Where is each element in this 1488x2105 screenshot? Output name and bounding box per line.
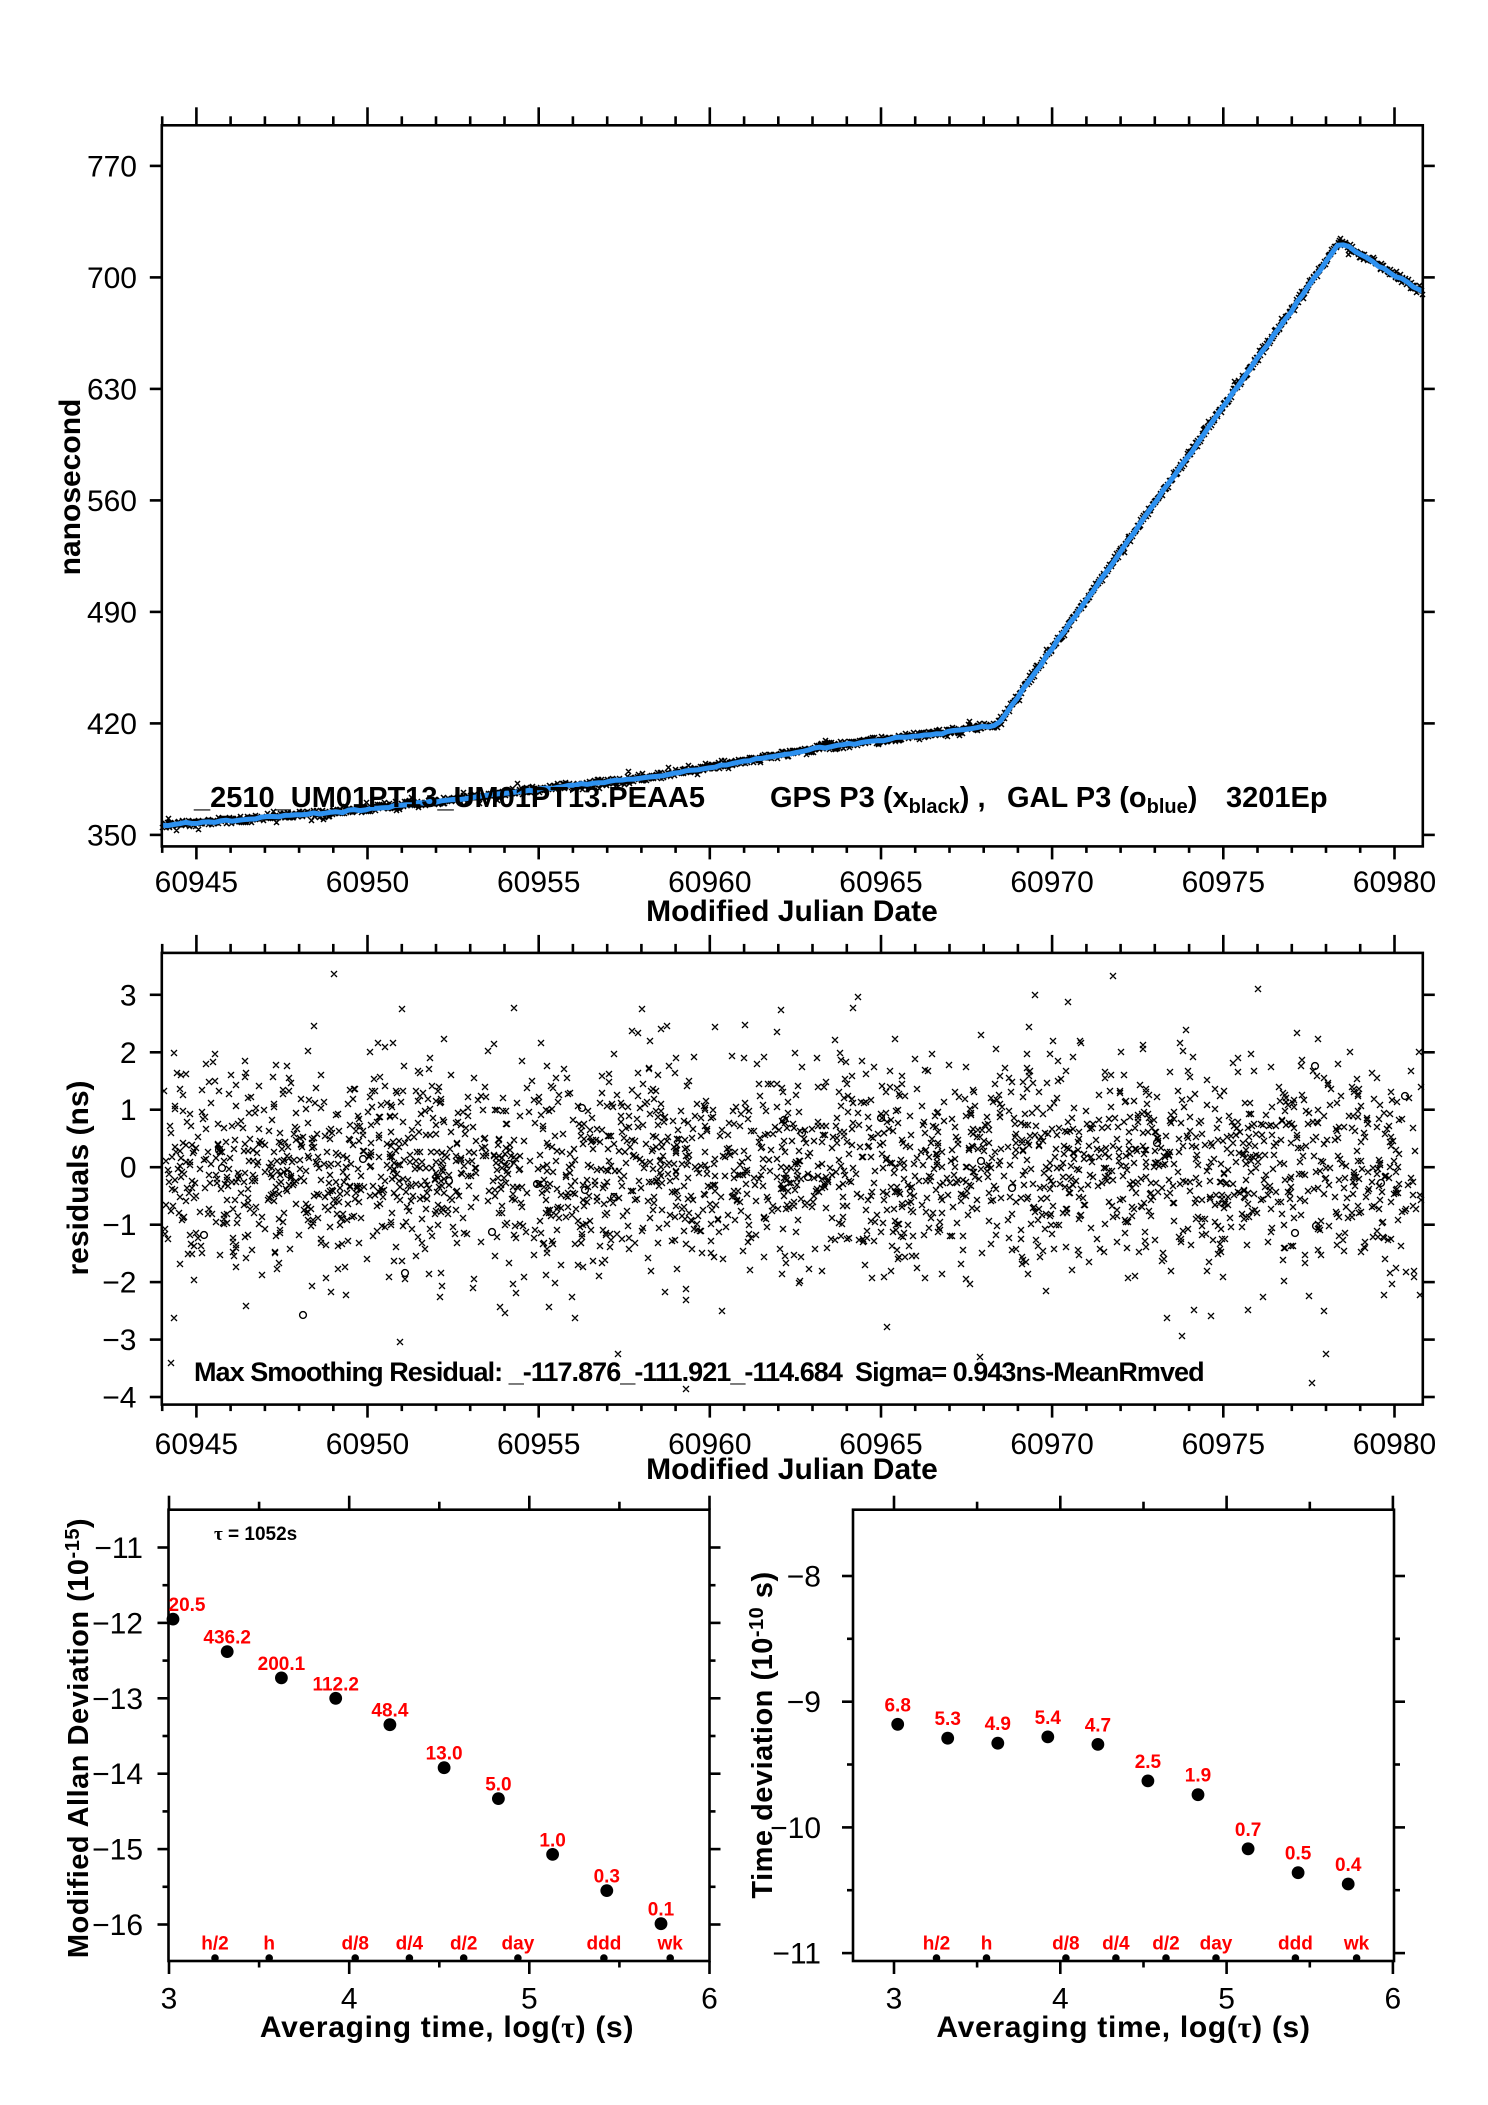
svg-text:d/8: d/8	[341, 1934, 368, 1955]
svg-text:d/4: d/4	[396, 1934, 424, 1955]
svg-text:4.9: 4.9	[985, 1714, 1011, 1735]
svg-text:2: 2	[120, 1037, 137, 1070]
svg-text:420: 420	[87, 708, 137, 741]
svg-text:0.4: 0.4	[1335, 1855, 1362, 1876]
svg-text:h/2: h/2	[201, 1934, 228, 1955]
svg-text:−14: −14	[92, 1758, 143, 1791]
svg-text:Averaging time, log(τ) (s): Averaging time, log(τ) (s)	[936, 2011, 1310, 2044]
svg-text:5: 5	[521, 1983, 538, 2016]
svg-text:3201Ep: 3201Ep	[1226, 782, 1328, 814]
svg-text:h: h	[263, 1934, 275, 1955]
svg-text:60980: 60980	[1353, 866, 1436, 899]
svg-text:day: day	[502, 1934, 535, 1955]
svg-text:60965: 60965	[839, 866, 922, 899]
svg-text:436.2: 436.2	[203, 1628, 251, 1649]
svg-text:0.3: 0.3	[594, 1867, 620, 1888]
svg-text:day: day	[1200, 1934, 1233, 1955]
svg-text:0: 0	[120, 1152, 137, 1185]
svg-text:−1: −1	[102, 1209, 136, 1242]
svg-text:490: 490	[87, 596, 137, 629]
svg-text:4: 4	[341, 1983, 358, 2016]
svg-text:1.9: 1.9	[1185, 1766, 1211, 1787]
svg-text:ddd: ddd	[586, 1934, 621, 1955]
svg-text:3: 3	[886, 1983, 903, 2016]
svg-text:5.0: 5.0	[485, 1775, 511, 1796]
svg-text:60975: 60975	[1182, 1428, 1265, 1461]
svg-text:5.3: 5.3	[934, 1709, 960, 1730]
svg-text:d/8: d/8	[1052, 1934, 1079, 1955]
svg-text:770: 770	[87, 150, 137, 183]
svg-text:−11: −11	[772, 1938, 821, 1971]
svg-text:Modified Julian Date: Modified Julian Date	[646, 895, 938, 928]
svg-text:1.0: 1.0	[539, 1830, 565, 1851]
svg-text:60945: 60945	[155, 1428, 238, 1461]
svg-text:20.5: 20.5	[169, 1595, 206, 1616]
svg-text:60950: 60950	[326, 1428, 409, 1461]
svg-text:5.4: 5.4	[1035, 1708, 1062, 1729]
svg-text:60970: 60970	[1010, 866, 1093, 899]
svg-text:700: 700	[87, 262, 137, 295]
svg-text:60945: 60945	[155, 866, 238, 899]
svg-text:wk: wk	[657, 1934, 684, 1955]
svg-text:wk: wk	[1343, 1934, 1370, 1955]
svg-text:d/2: d/2	[1152, 1934, 1179, 1955]
svg-text:6.8: 6.8	[884, 1695, 910, 1716]
svg-text:−12: −12	[92, 1607, 143, 1640]
svg-text:_2510_UM01PT13_UM01PT13.PEAA5: _2510_UM01PT13_UM01PT13.PEAA5	[193, 782, 705, 814]
svg-text:0.5: 0.5	[1285, 1844, 1312, 1865]
svg-text:3: 3	[161, 1983, 178, 2016]
svg-text:Max Smoothing Residual: _-117.: Max Smoothing Residual: _-117.876_-111.9…	[194, 1357, 1204, 1387]
svg-text:6: 6	[701, 1983, 718, 2016]
svg-text:60975: 60975	[1182, 866, 1265, 899]
svg-text:60970: 60970	[1010, 1428, 1093, 1461]
svg-text:1: 1	[120, 1094, 137, 1127]
svg-text:630: 630	[87, 373, 137, 406]
svg-text:−10: −10	[770, 1812, 821, 1845]
svg-text:60960: 60960	[668, 866, 751, 899]
svg-text:−3: −3	[102, 1324, 136, 1357]
svg-text:3: 3	[120, 979, 137, 1012]
svg-text:4: 4	[1052, 1983, 1069, 2016]
svg-text:13.0: 13.0	[426, 1744, 463, 1765]
svg-text:560: 560	[87, 485, 137, 518]
svg-text:−8: −8	[787, 1561, 821, 1594]
svg-text:d/4: d/4	[1102, 1934, 1130, 1955]
svg-text:h: h	[981, 1934, 993, 1955]
svg-text:−9: −9	[787, 1686, 821, 1719]
svg-text:200.1: 200.1	[258, 1654, 306, 1675]
svg-text:350: 350	[87, 819, 137, 852]
svg-text:ddd: ddd	[1278, 1934, 1313, 1955]
svg-text:60965: 60965	[839, 1428, 922, 1461]
svg-text:−2: −2	[102, 1267, 136, 1300]
svg-text:−16: −16	[92, 1909, 143, 1942]
svg-text:5: 5	[1218, 1983, 1235, 2016]
svg-text:2.5: 2.5	[1135, 1752, 1162, 1773]
svg-text:−11: −11	[94, 1532, 143, 1565]
svg-text:60955: 60955	[497, 1428, 580, 1461]
svg-text:6: 6	[1385, 1983, 1402, 2016]
svg-text:Averaging time, log(τ) (s): Averaging time, log(τ) (s)	[260, 2011, 634, 2044]
svg-text:residuals (ns): residuals (ns)	[62, 1080, 95, 1275]
svg-text:4.7: 4.7	[1085, 1715, 1111, 1736]
svg-text:Modified Julian Date: Modified Julian Date	[646, 1453, 938, 1486]
svg-text:48.4: 48.4	[371, 1701, 408, 1722]
svg-text:60980: 60980	[1353, 1428, 1436, 1461]
svg-text:−13: −13	[92, 1683, 143, 1716]
svg-text:τ = 1052s: τ = 1052s	[214, 1524, 297, 1545]
svg-text:nanosecond: nanosecond	[54, 399, 87, 576]
svg-text:Modified Allan Deviation (10-1: Modified Allan Deviation (10-15)	[62, 1518, 95, 1958]
svg-text:−15: −15	[92, 1834, 143, 1867]
svg-text:60950: 60950	[326, 866, 409, 899]
svg-text:60955: 60955	[497, 866, 580, 899]
svg-text:GAL P3 (oblue): GAL P3 (oblue)	[1007, 782, 1197, 818]
svg-text:h/2: h/2	[923, 1934, 950, 1955]
svg-text:−4: −4	[102, 1382, 136, 1415]
svg-text:0.7: 0.7	[1235, 1820, 1261, 1841]
svg-text:112.2: 112.2	[312, 1674, 359, 1695]
svg-text:d/2: d/2	[450, 1934, 477, 1955]
svg-text:60960: 60960	[668, 1428, 751, 1461]
svg-text:0.1: 0.1	[648, 1900, 675, 1921]
